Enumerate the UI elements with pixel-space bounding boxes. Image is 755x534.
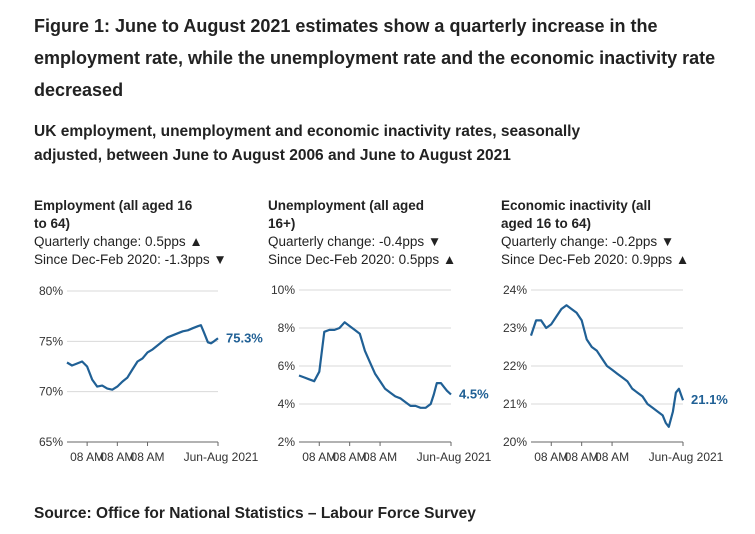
unemployment-end-label: 4.5% [459,387,489,402]
inactivity-y-tick-label: 23% [503,321,527,335]
unemployment-x-tick-label: 08 AM [363,450,397,464]
unemployment-y-tick-label: 10% [271,283,295,297]
employment-y-tick-label: 80% [39,284,63,298]
inactivity-y-tick-label: 24% [503,283,527,297]
unemployment-y-tick-label: 6% [278,359,296,373]
inactivity-series-line [529,304,685,428]
inactivity-y-tick-label: 21% [503,397,527,411]
inactivity-end-label: 21.1% [691,392,728,407]
unemployment-x-tick-label: Jun-Aug 2021 [417,450,492,464]
employment-x-tick-label: 08 AM [100,450,134,464]
inactivity-y-tick-label: 22% [503,359,527,373]
unemployment-y-tick-label: 4% [278,397,296,411]
inactivity-x-tick-label: Jun-Aug 2021 [649,450,724,464]
employment-since-dec-feb: Since Dec-Feb 2020: -1.3pps ▼ [34,252,227,267]
unemployment-x-tick-label: 08 AM [333,450,367,464]
employment-title-line1: Employment (all aged 16 [34,198,193,213]
employment-y-tick-label: 65% [39,435,63,449]
employment-panel-title: Employment (all aged 16 to 64) [34,197,252,233]
inactivity-since-dec-feb: Since Dec-Feb 2020: 0.9pps ▲ [501,252,690,267]
unemployment-title-line1: Unemployment (all aged [268,198,425,213]
employment-y-tick-label: 70% [39,385,63,399]
unemployment-y-tick-label: 8% [278,321,296,335]
unemployment-quarterly-change: Quarterly change: -0.4pps ▼ [268,234,442,249]
source-note: Source: Office for National Statistics –… [34,505,476,522]
employment-y-tick-label: 75% [39,334,63,348]
figure-title: Figure 1: June to August 2021 estimates … [34,16,716,100]
employment-x-tick-label: Jun-Aug 2021 [184,450,259,464]
unemployment-since-dec-feb: Since Dec-Feb 2020: 0.5pps ▲ [268,252,457,267]
chart-subtitle: UK employment, unemployment and economic… [34,123,581,164]
unemployment-x-tick-label: 08 AM [302,450,336,464]
inactivity-x-tick-label: 08 AM [534,450,568,464]
employment-x-tick-label: 08 AM [70,450,104,464]
employment-title-line2: to 64) [34,216,71,231]
unemployment-series-line [298,321,452,409]
unemployment-panel-title: Unemployment (all aged 16+) [268,197,486,233]
employment-quarterly-change: Quarterly change: 0.5pps ▲ [34,234,203,249]
employment-panel-header: Employment (all aged 16 to 64) Quarterly… [34,197,252,269]
inactivity-x-tick-label: 08 AM [595,450,629,464]
employment-end-label: 75.3% [226,330,263,345]
employment-series-line [66,324,219,391]
unemployment-panel-header: Unemployment (all aged 16+) Quarterly ch… [268,197,486,269]
inactivity-panel-title: Economic inactivity (all aged 16 to 64) [501,197,719,233]
unemployment-y-tick-label: 2% [278,435,296,449]
unemployment-title-line2: 16+) [268,216,296,231]
inactivity-quarterly-change: Quarterly change: -0.2pps ▼ [501,234,675,249]
employment-x-tick-label: 08 AM [131,450,165,464]
inactivity-x-tick-label: 08 AM [565,450,599,464]
inactivity-y-tick-label: 20% [503,435,527,449]
inactivity-panel-header: Economic inactivity (all aged 16 to 64) … [501,197,719,269]
inactivity-title-line2: aged 16 to 64) [501,216,592,231]
inactivity-title-line1: Economic inactivity (all [501,198,652,213]
